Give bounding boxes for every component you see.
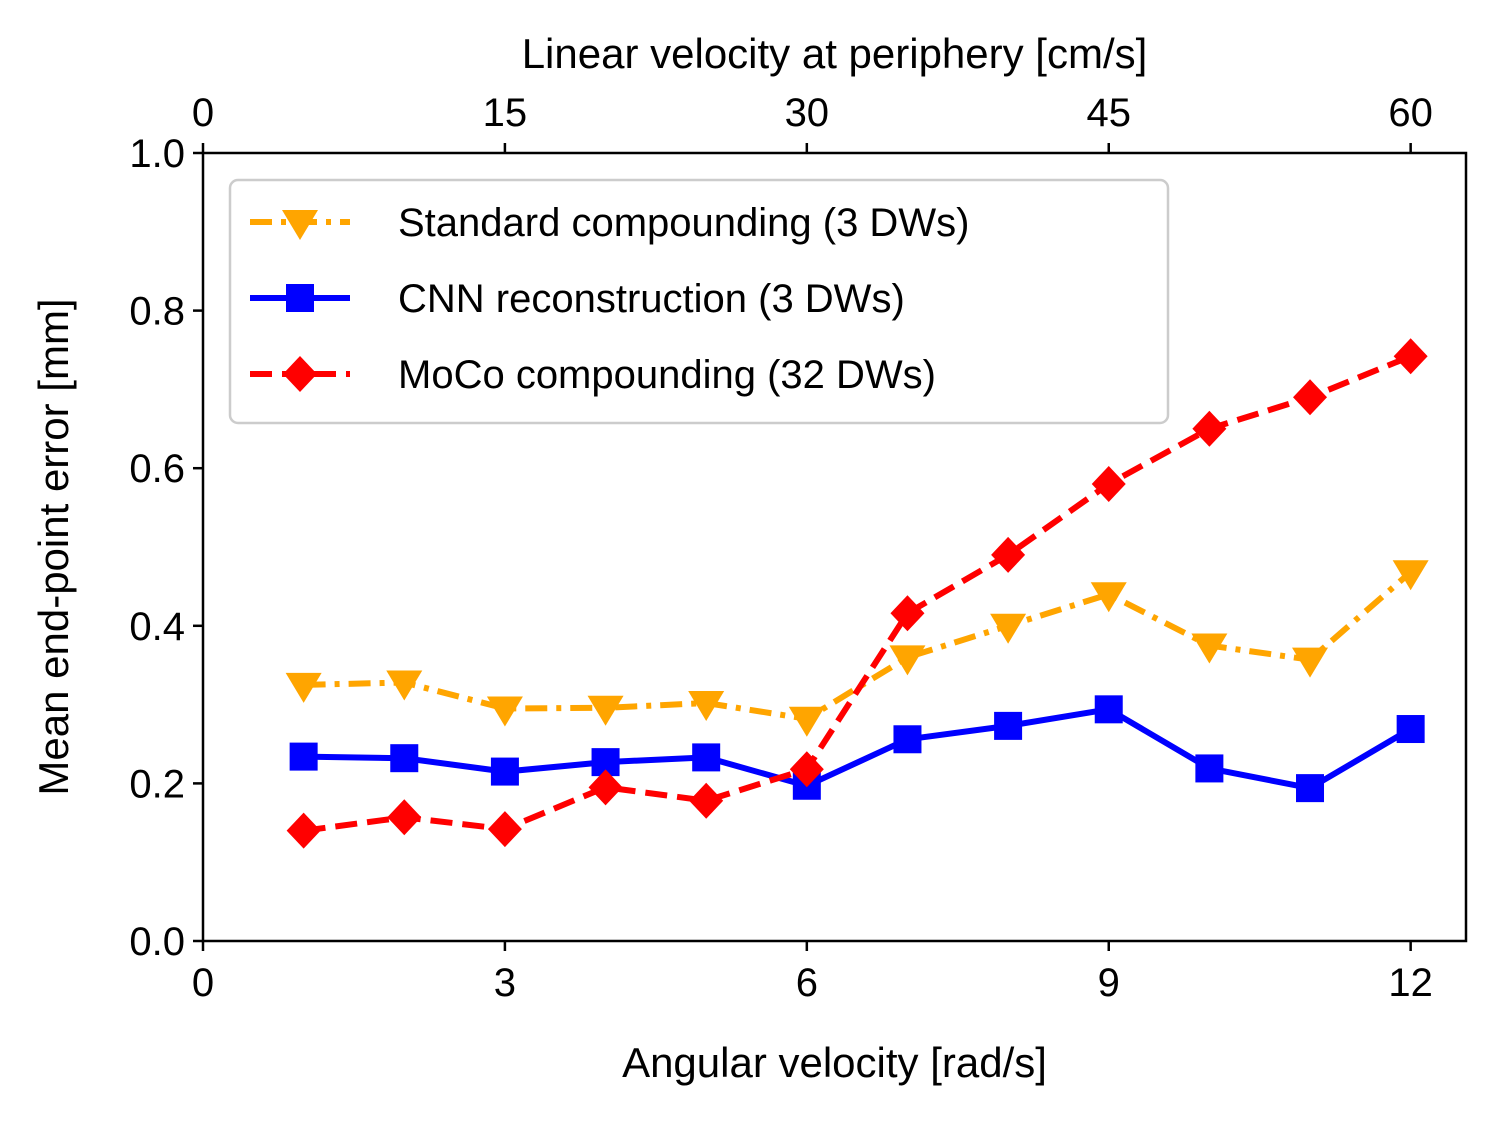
data-point-1 <box>1396 715 1425 744</box>
data-point-2 <box>286 812 321 849</box>
data-point-2 <box>991 536 1026 573</box>
legend: Standard compounding (3 DWs) CNN reconstr… <box>228 178 1170 425</box>
legend-box <box>228 178 1170 425</box>
data-point-1 <box>490 757 519 786</box>
y-tick-label: 0.2 <box>129 762 185 806</box>
series-line-0 <box>303 569 1413 722</box>
data-point-0 <box>285 672 322 703</box>
data-point-2 <box>1091 465 1126 502</box>
legend-label: CNN reconstruction (3 DWs) <box>398 277 905 321</box>
data-point-1 <box>1296 774 1325 803</box>
x-tick-label: 0 <box>192 961 214 1005</box>
top-x-tick-label: 15 <box>483 91 528 135</box>
data-point-2 <box>1293 379 1328 416</box>
x-tick-label: 3 <box>494 961 516 1005</box>
plot-frame <box>201 151 1468 943</box>
x-tick-label: 6 <box>796 961 818 1005</box>
top-x-axis-title: Linear velocity at periphery [cm/s] <box>522 30 1148 77</box>
data-point-0 <box>1090 582 1127 613</box>
data-point-1 <box>1094 695 1123 724</box>
series-line-1 <box>303 706 1413 792</box>
y-tick-label: 0.8 <box>129 290 185 334</box>
y-tick-label: 0.4 <box>129 605 185 649</box>
y-axis-title: Mean end-point error [mm] <box>30 298 77 795</box>
data-point-1 <box>893 725 922 754</box>
top-x-tick-label: 30 <box>785 91 830 135</box>
data-point-0 <box>889 645 926 676</box>
data-point-2 <box>1393 338 1428 375</box>
x-axis-title: Angular velocity [rad/s] <box>622 1039 1047 1086</box>
data-point-1 <box>994 711 1023 740</box>
top-x-tick-label: 60 <box>1388 91 1433 135</box>
x-tick-label: 12 <box>1388 961 1433 1005</box>
y-tick-label: 1.0 <box>129 132 185 176</box>
x-tick-label: 9 <box>1098 961 1120 1005</box>
data-point-0 <box>990 613 1027 644</box>
data-point-2 <box>890 595 925 632</box>
axis-ticks: 0 3 6 9 12 0 15 30 45 60 0.0 0.2 0.4 0.6 0.8 1.0 <box>129 91 1433 1005</box>
data-point-0 <box>1292 647 1329 678</box>
data-point-2 <box>789 751 824 788</box>
top-x-tick-label: 0 <box>192 91 214 135</box>
data-point-0 <box>386 670 423 701</box>
data-point-0 <box>688 691 725 722</box>
data-point-0 <box>1191 633 1228 664</box>
legend-label: MoCo compounding (32 DWs) <box>398 353 936 397</box>
data-point-2 <box>1192 410 1227 447</box>
data-point-1 <box>390 744 419 773</box>
y-tick-label: 0.0 <box>129 920 185 964</box>
legend-marker <box>283 356 317 392</box>
legend-marker <box>286 284 314 312</box>
series-lines <box>303 353 1413 834</box>
data-point-0 <box>587 695 624 726</box>
series-markers <box>285 338 1429 849</box>
data-point-2 <box>487 811 522 848</box>
data-point-2 <box>387 799 422 836</box>
data-point-0 <box>486 696 523 727</box>
data-point-1 <box>692 743 721 772</box>
series-line-2 <box>303 353 1412 834</box>
y-tick-label: 0.6 <box>129 447 185 491</box>
data-point-1 <box>289 742 318 771</box>
legend-label: Standard compounding (3 DWs) <box>398 201 969 245</box>
data-point-2 <box>588 769 623 806</box>
data-point-0 <box>788 706 825 737</box>
data-point-1 <box>1195 754 1224 783</box>
data-point-0 <box>1392 560 1429 591</box>
data-point-2 <box>689 782 724 819</box>
legend-marker <box>282 210 318 240</box>
top-x-tick-label: 45 <box>1086 91 1131 135</box>
